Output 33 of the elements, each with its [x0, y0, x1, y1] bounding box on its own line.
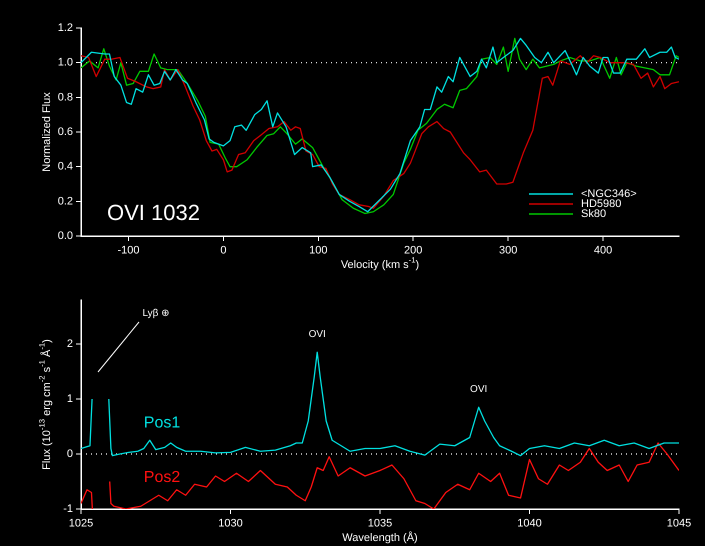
x-tick-label: 1030 [218, 518, 243, 530]
y-tick-label: 1.2 [58, 22, 73, 34]
x-tick-label: 1035 [368, 518, 392, 530]
y-tick-label: 0.6 [58, 126, 73, 138]
annotation: OVI [308, 329, 326, 340]
legend-label: Sk80 [581, 208, 606, 220]
y-tick-label: 0.0 [58, 230, 73, 242]
y-tick-label: 1.0 [58, 56, 73, 69]
x-tick-label: 1025 [68, 518, 94, 530]
x-tick-label: 100 [309, 244, 328, 257]
x-tick-label: -100 [117, 244, 140, 257]
x-tick-label: 1045 [666, 518, 692, 530]
legend-label: HD5980 [581, 198, 622, 210]
legend-label: <NGC346> [581, 188, 637, 200]
y-tick-label: -1 [63, 503, 73, 516]
series-label: Pos2 [144, 469, 180, 486]
y-tick-label: 0.4 [58, 160, 73, 173]
annotation: OVI 1032 [107, 200, 200, 226]
y-axis-title: Normalized Flux [41, 92, 54, 172]
y-tick-label: 2 [66, 338, 73, 350]
y-tick-label: 1 [66, 393, 73, 406]
x-tick-label: 1040 [517, 518, 542, 530]
y-tick-label: 0.8 [58, 91, 73, 104]
y-tick-label: 0.2 [58, 195, 73, 208]
annotation: OVI [470, 384, 488, 395]
annotation: Lyβ ⊕ [142, 308, 170, 319]
x-tick-label: 400 [594, 244, 612, 257]
y-tick-label: 0 [66, 448, 73, 460]
x-tick-label: 0 [220, 244, 226, 257]
x-tick-label: 300 [498, 244, 518, 257]
series-label: Pos1 [144, 414, 180, 432]
x-axis-title: Wavelength (Å) [342, 531, 418, 544]
x-tick-label: 200 [404, 244, 422, 257]
